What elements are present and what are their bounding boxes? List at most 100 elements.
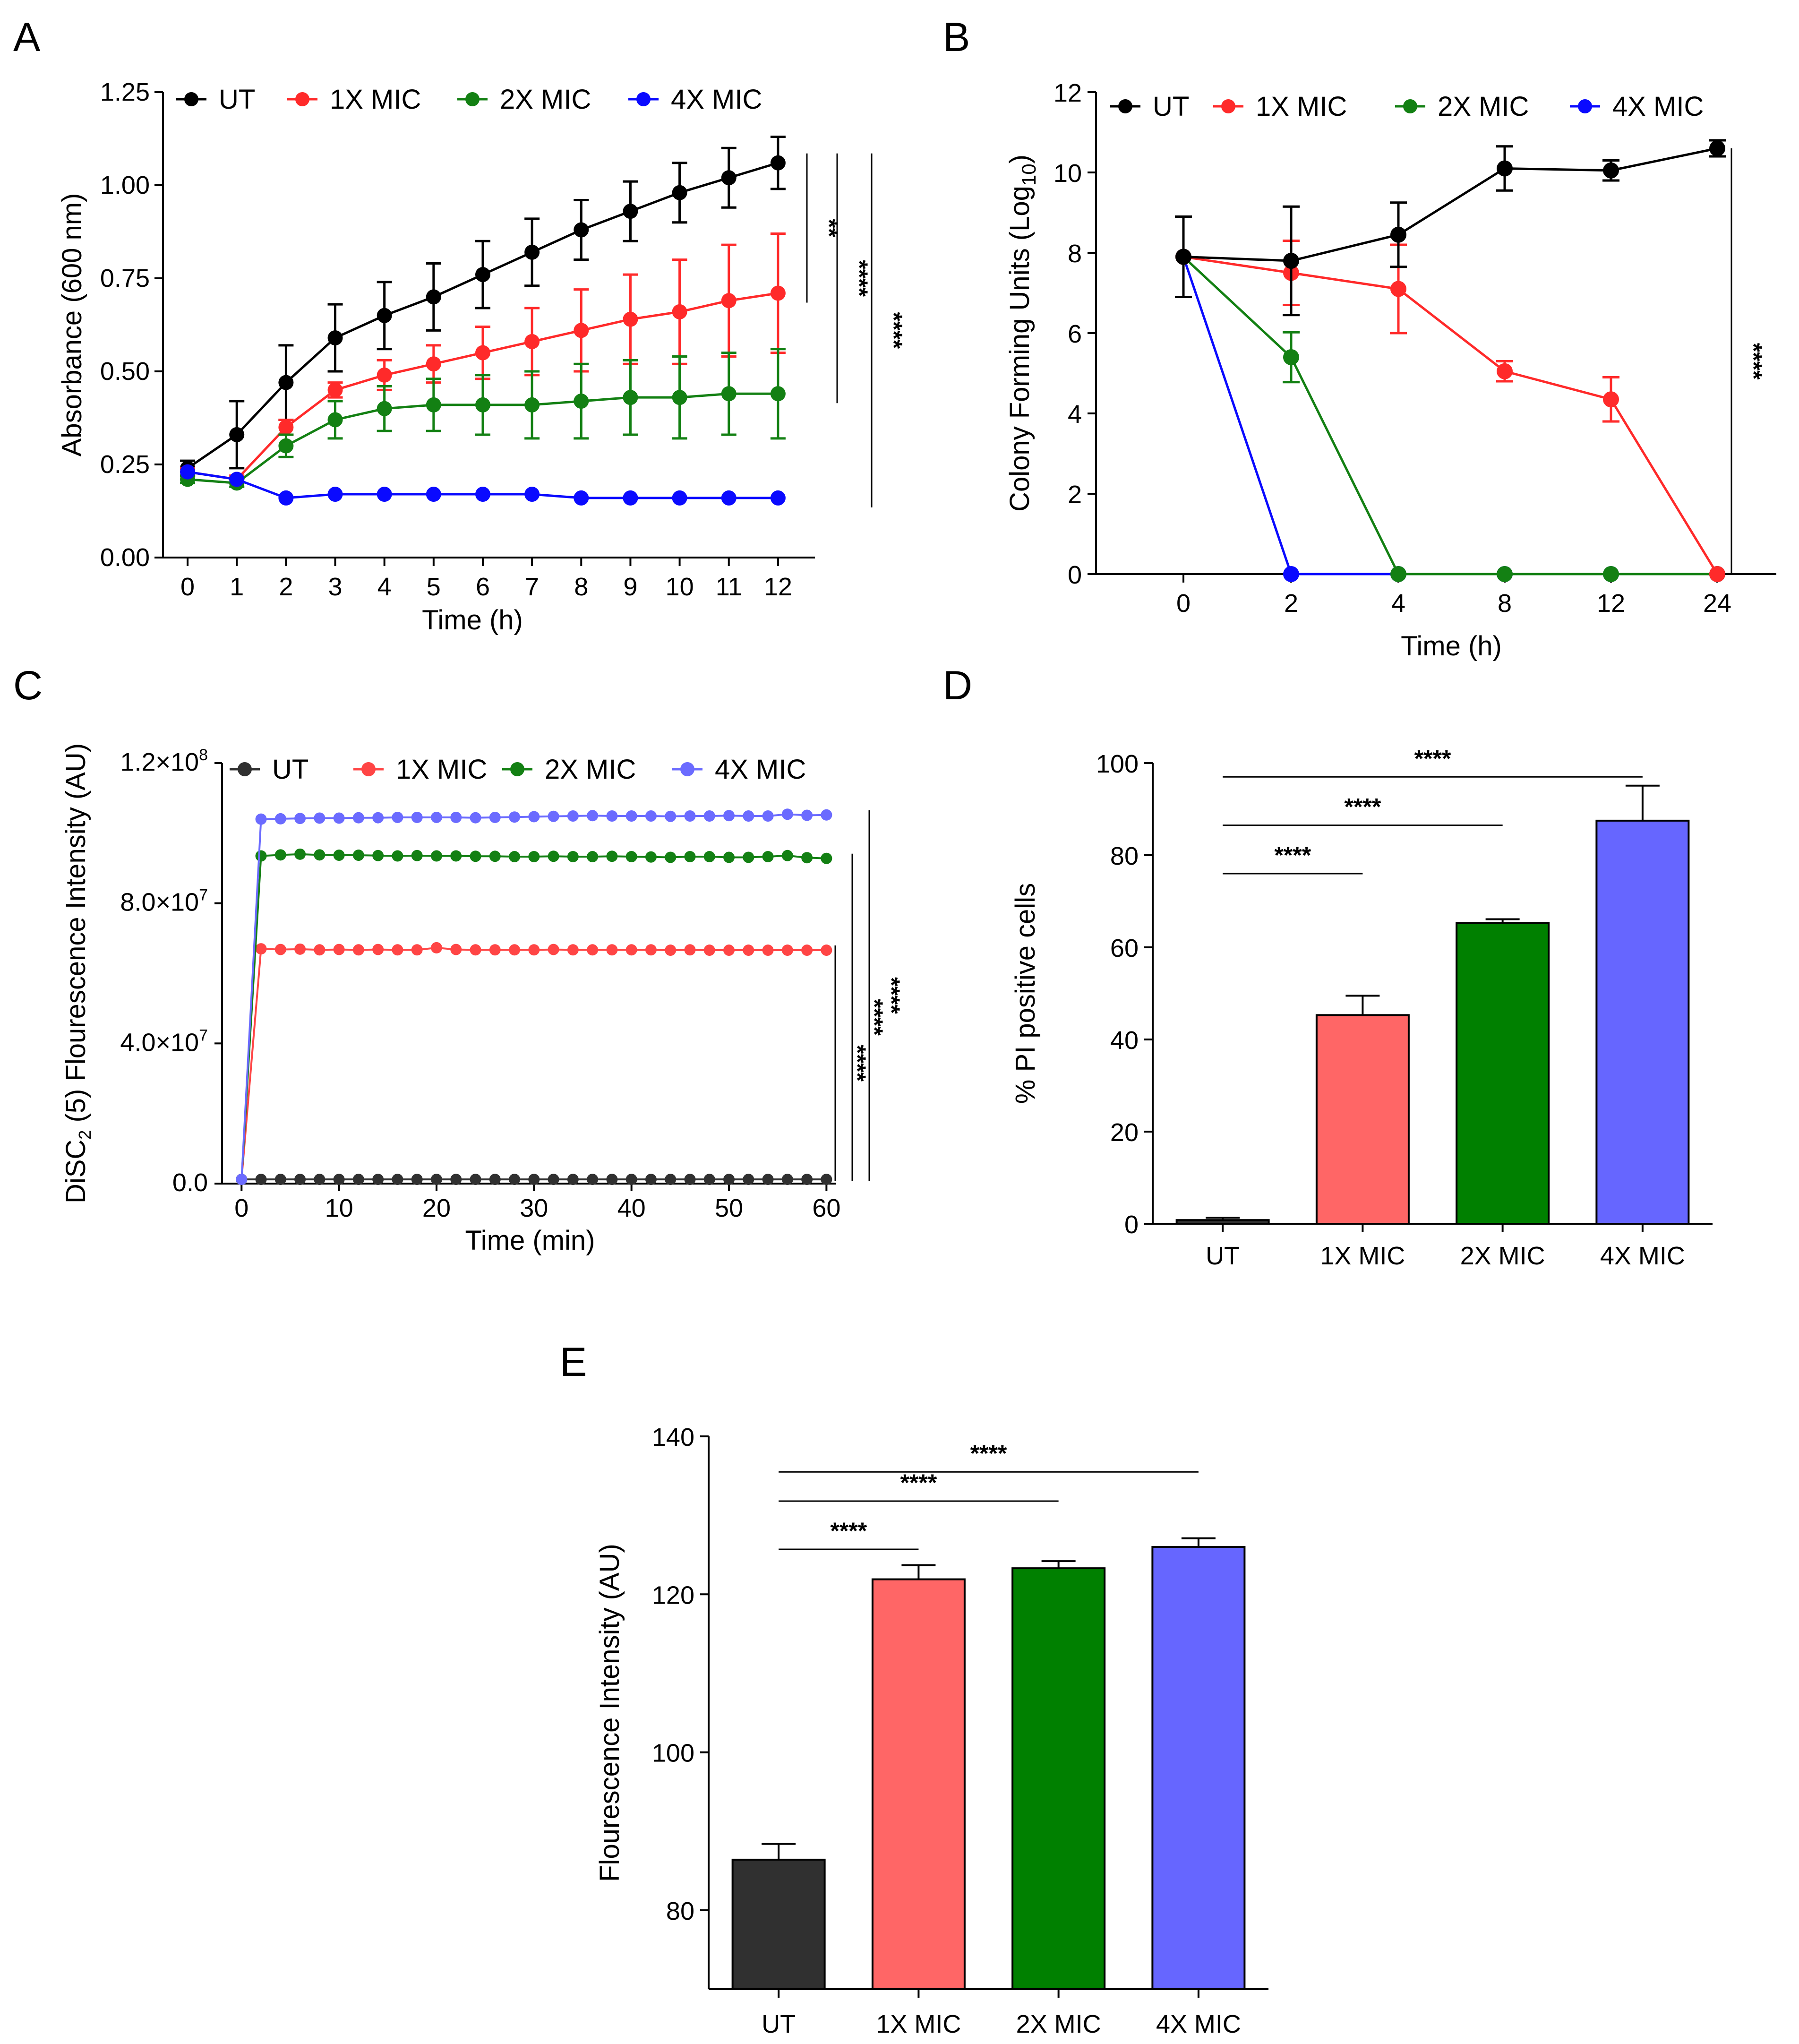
x-tick-label: 2X MIC — [1016, 2010, 1101, 2038]
bar-ut — [1175, 1219, 1270, 1225]
data-point — [524, 244, 540, 260]
data-point — [665, 810, 677, 822]
y-axis-label: Absorbance (600 nm) — [57, 193, 87, 457]
data-point — [770, 386, 786, 402]
significance-1-label: ** — [816, 219, 842, 237]
data-point — [567, 1174, 579, 1185]
legend-label: 1X MIC — [396, 754, 487, 785]
data-point — [1283, 253, 1299, 269]
data-point — [623, 204, 638, 219]
data-point — [1603, 566, 1619, 582]
data-point — [392, 811, 403, 823]
data-point — [672, 185, 687, 200]
data-point — [625, 944, 637, 956]
data-point — [684, 944, 696, 956]
data-point — [475, 397, 490, 412]
data-point — [762, 810, 774, 822]
data-point — [489, 850, 501, 862]
data-point — [1603, 162, 1619, 179]
data-point — [672, 490, 687, 506]
y-tick-label: 12 — [1054, 79, 1082, 107]
data-point — [743, 945, 754, 956]
legend-marker-4x-mic — [636, 92, 651, 106]
significance-label-2: **** — [1344, 794, 1381, 820]
series-line-2x-mic — [240, 853, 827, 1180]
x-tick-label: 0 — [234, 1194, 248, 1222]
x-tick-label: 5 — [427, 573, 441, 601]
legend-label: UT — [272, 754, 308, 785]
data-point — [801, 852, 813, 864]
data-point — [430, 850, 442, 862]
data-point — [524, 334, 540, 349]
legend-label: 2X MIC — [500, 84, 591, 115]
data-point — [314, 1174, 326, 1185]
data-point — [314, 812, 326, 824]
data-point — [781, 850, 793, 861]
y-tick-label: 0.50 — [100, 357, 150, 386]
data-point — [762, 1174, 774, 1185]
data-point — [1709, 566, 1725, 582]
significance-label-3: **** — [970, 1440, 1007, 1467]
data-point — [314, 849, 326, 861]
data-point — [274, 813, 286, 824]
data-point — [781, 945, 793, 956]
x-tick-label: 12 — [1597, 589, 1625, 618]
data-point — [1497, 160, 1513, 177]
data-point — [294, 1174, 306, 1185]
panel-c-disc2-chart: C 0.0 4.0×107 8.0×107 1.2×108 0 10 20 30 40 50 60 Ti… — [13, 663, 905, 1256]
bar-2x-mic — [1011, 1567, 1106, 1991]
data-point — [475, 345, 490, 361]
data-point — [255, 850, 267, 862]
data-point — [229, 427, 245, 442]
y-tick-label: 10 — [1054, 159, 1082, 188]
data-point — [470, 812, 481, 824]
y-tick-label: 0 — [1068, 561, 1082, 589]
data-point — [645, 944, 657, 956]
data-point — [781, 1174, 793, 1185]
data-point — [392, 944, 403, 956]
panel-letter-b: B — [943, 15, 970, 60]
legend-marker-2x-mic — [465, 92, 480, 106]
legend-marker-ut — [238, 762, 252, 776]
data-point — [625, 851, 637, 863]
data-point — [475, 267, 490, 283]
data-point — [821, 1174, 832, 1185]
data-point — [665, 945, 677, 956]
data-point — [1175, 249, 1191, 265]
x-tick-label: 7 — [525, 573, 539, 601]
y-tick-label: 1.25 — [100, 78, 150, 106]
data-point — [567, 851, 579, 863]
data-point — [229, 472, 245, 487]
y-axis-label: Colony Forming Units (Log10) — [1004, 155, 1040, 512]
data-point — [723, 1174, 735, 1185]
bar-1x-mic — [1315, 1014, 1410, 1225]
data-point — [574, 323, 589, 338]
data-point — [372, 850, 384, 861]
data-point — [801, 1174, 813, 1185]
data-point — [377, 367, 392, 383]
x-tick-label: 1 — [230, 573, 244, 601]
data-point — [770, 285, 786, 301]
data-point — [411, 850, 423, 861]
legend-label: 2X MIC — [1438, 91, 1529, 122]
data-point — [821, 945, 832, 956]
data-point — [450, 850, 462, 862]
data-point — [587, 1174, 599, 1185]
bar-2x-mic — [1456, 922, 1550, 1225]
data-point — [1390, 281, 1406, 297]
x-tick-label: 20 — [422, 1194, 451, 1222]
data-point — [645, 1174, 657, 1185]
data-point — [274, 849, 286, 861]
data-point — [426, 356, 441, 372]
series-line-2x-mic — [1182, 256, 1717, 575]
significance-label-1: **** — [830, 1518, 867, 1544]
data-point — [528, 811, 540, 823]
data-point — [587, 851, 599, 863]
data-point — [489, 1174, 501, 1185]
x-axis-label: Time (h) — [1401, 631, 1502, 661]
x-tick-label: 40 — [617, 1194, 646, 1222]
data-point — [411, 1174, 423, 1185]
y-tick-label: 80 — [1110, 842, 1139, 870]
y-tick-label: 4.0×107 — [120, 1026, 208, 1056]
bar-4x-mic — [1151, 1546, 1246, 1990]
